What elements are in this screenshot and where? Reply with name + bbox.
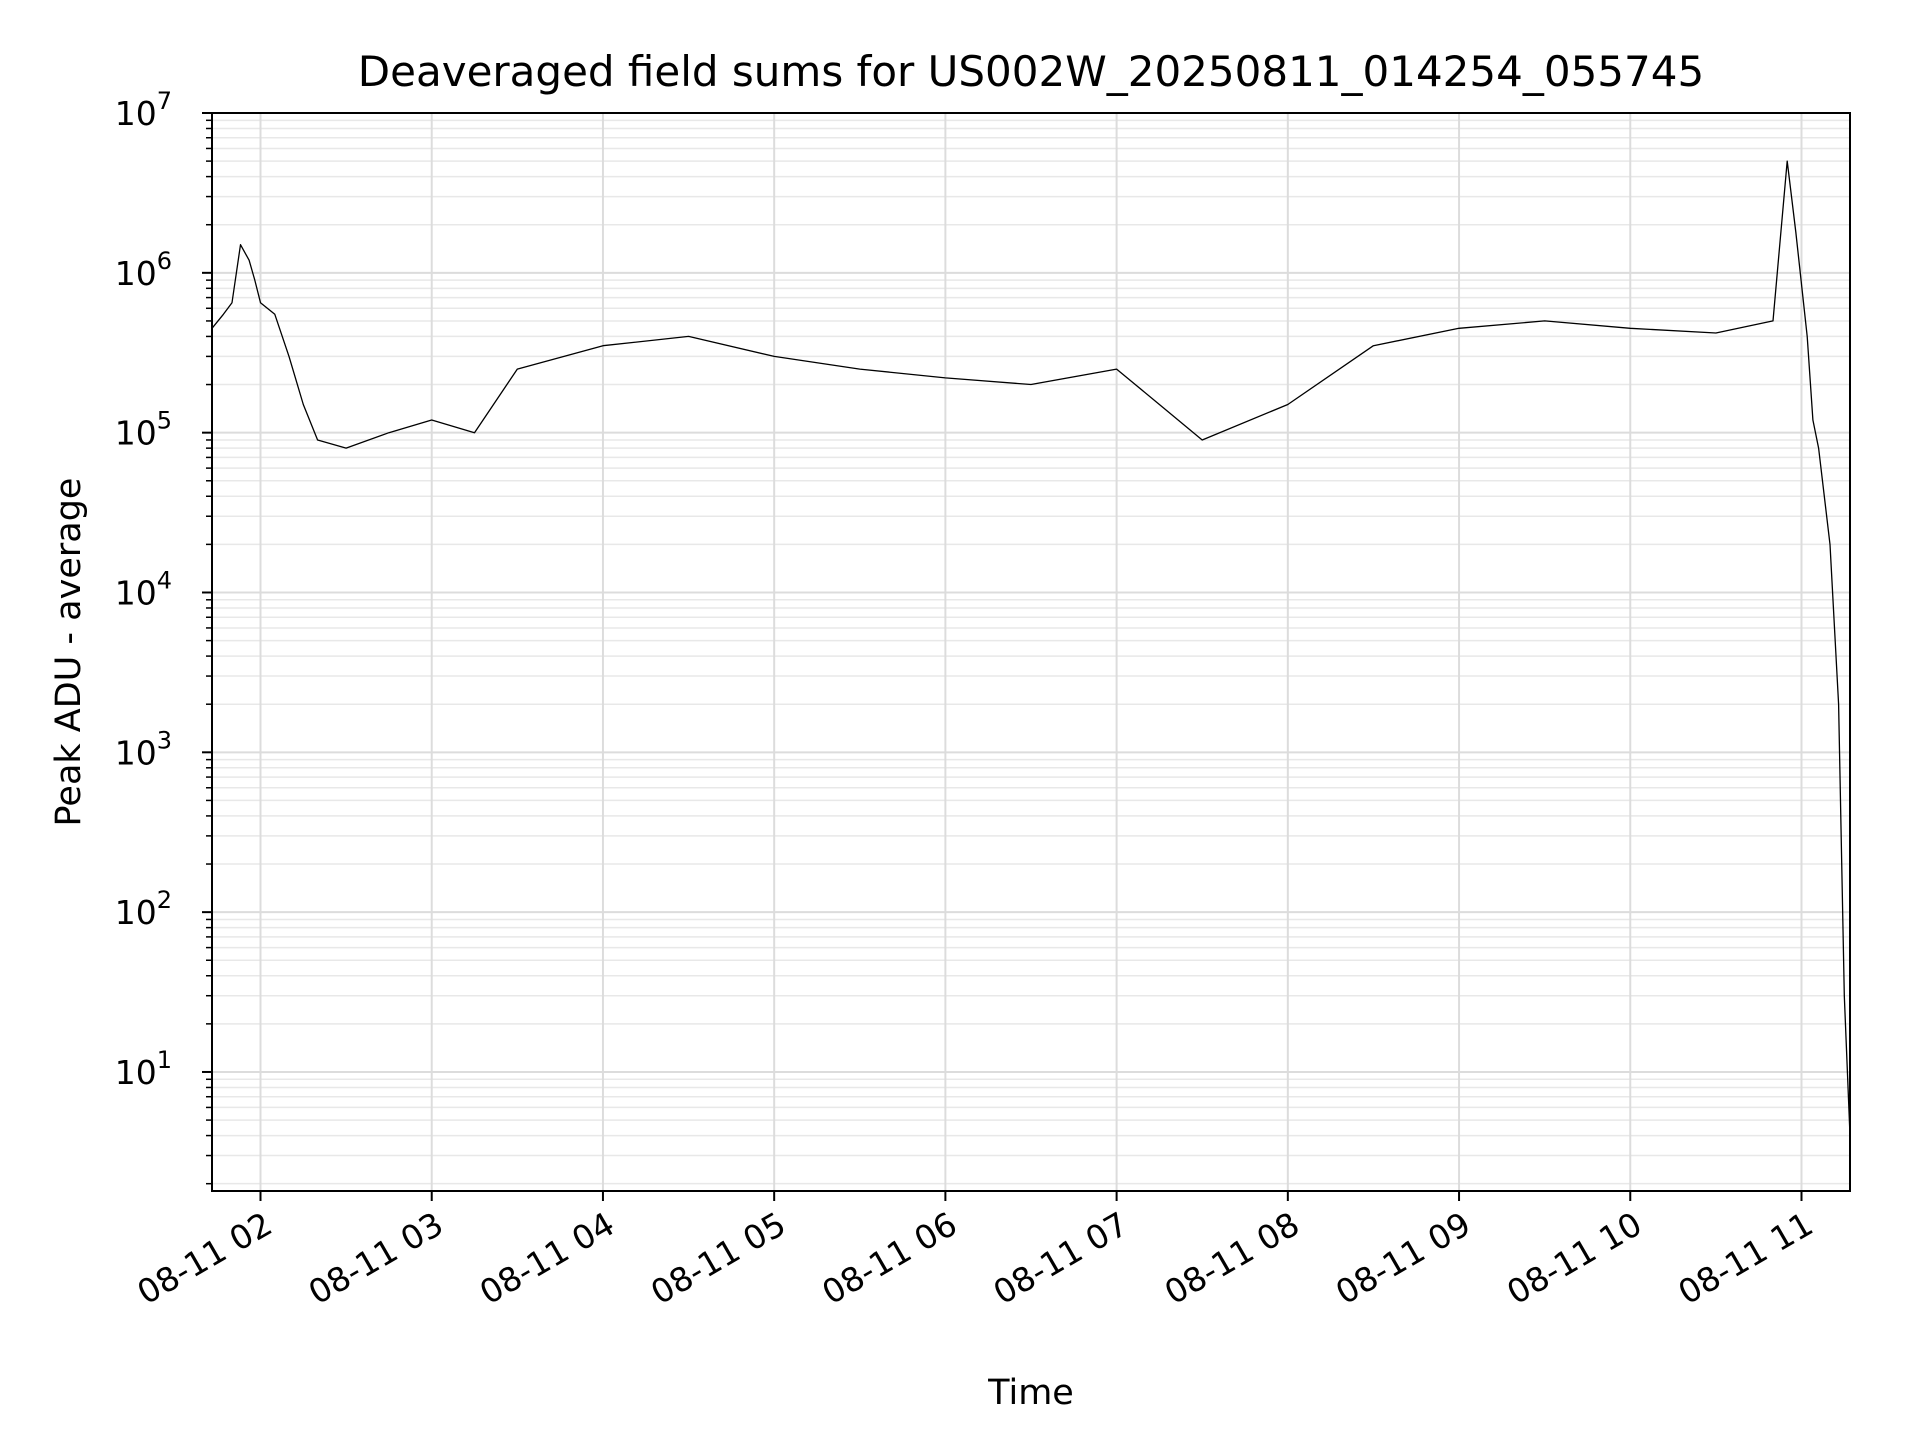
y-tick-label: 101 [115,1046,172,1092]
y-axis: 101 102 103 104 105 106 107 [115,87,212,1092]
plot-frame [211,112,1851,1192]
y-tick-label: 104 [115,566,172,612]
major-grid [212,112,1850,1191]
y-tick-label: 102 [115,886,172,932]
y-tick-label: 107 [115,87,172,133]
series-line [211,160,1851,1136]
y-tick-label: 103 [115,726,172,772]
y-tick-label: 105 [115,407,172,453]
x-axis-label: Time [987,1373,1074,1413]
y-axis-label: Peak ADU - average [49,478,89,827]
y-tick-label: 106 [115,247,172,293]
chart-title: Deaveraged field sums for US002W_2025081… [358,47,1704,96]
